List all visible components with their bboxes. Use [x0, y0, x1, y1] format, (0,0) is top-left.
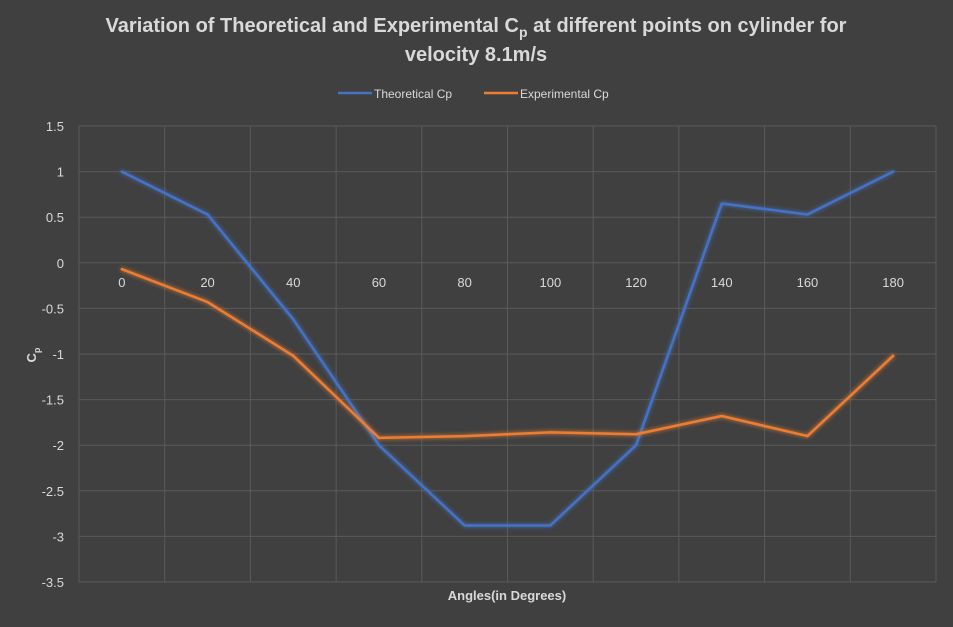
data-point: [206, 300, 209, 304]
y-tick-label: -1: [52, 347, 64, 362]
y-tick-label: -0.5: [42, 301, 64, 316]
y-tick-label: -2: [52, 438, 64, 453]
x-tick-label: 60: [372, 275, 386, 290]
series-line-experimental: [120, 267, 895, 440]
data-point: [292, 354, 295, 358]
data-point: [891, 354, 895, 358]
legend: Theoretical Cp Experimental Cp: [338, 87, 609, 101]
y-tick-label: 0.5: [46, 210, 64, 225]
data-point: [377, 444, 381, 447]
x-tick-label: 40: [286, 275, 300, 290]
x-tick-label: 20: [200, 275, 214, 290]
data-point: [463, 434, 466, 438]
data-point: [120, 267, 124, 271]
x-tick-label: 140: [711, 275, 733, 290]
data-point: [891, 170, 895, 173]
data-point: [377, 436, 381, 440]
chart-title-line1: Variation of Theoretical and Experimenta…: [106, 15, 847, 40]
y-tick-label: -2.5: [42, 484, 64, 499]
y-tick-label: 1.5: [46, 119, 64, 134]
data-point: [720, 202, 723, 205]
y-tick-label: 1: [57, 165, 64, 180]
data-point: [292, 318, 295, 321]
data-point: [806, 434, 809, 438]
x-tick-label: 100: [539, 275, 561, 290]
series-line-theoretical: [120, 170, 895, 527]
legend-label: Theoretical Cp: [374, 87, 452, 101]
y-tick-label: -3.5: [42, 575, 64, 590]
x-tick-label: 180: [882, 275, 904, 290]
data-point: [549, 524, 552, 527]
legend-label: Experimental Cp: [520, 87, 609, 101]
data-point: [120, 170, 124, 173]
x-tick-label: 0: [118, 275, 125, 290]
gridlines: [78, 125, 937, 583]
x-tick-label: 120: [625, 275, 647, 290]
x-axis-title: Angles(in Degrees): [448, 588, 566, 603]
chart-title-line2: velocity 8.1m/s: [405, 44, 547, 66]
x-tick-label: 160: [797, 275, 819, 290]
y-tick-label: 0: [57, 256, 64, 271]
y-axis-title: Cp: [24, 347, 42, 362]
data-point: [806, 213, 809, 216]
y-tick-label: -3: [52, 529, 64, 544]
y-axis-ticks: 1.5 1 0.5 0 -0.5 -1 -1.5 -2 -2.5 -3 -3.5: [42, 119, 64, 590]
data-point: [549, 431, 552, 434]
data-point: [634, 444, 638, 447]
series-lines: [120, 170, 895, 527]
x-axis-ticks: 0 20 40 60 80 100 120 140 160 180: [118, 275, 904, 290]
x-tick-label: 80: [457, 275, 471, 290]
data-point: [720, 414, 723, 418]
data-point: [634, 433, 638, 436]
data-point: [463, 524, 466, 527]
data-point: [206, 213, 209, 216]
y-tick-label: -1.5: [42, 393, 64, 408]
